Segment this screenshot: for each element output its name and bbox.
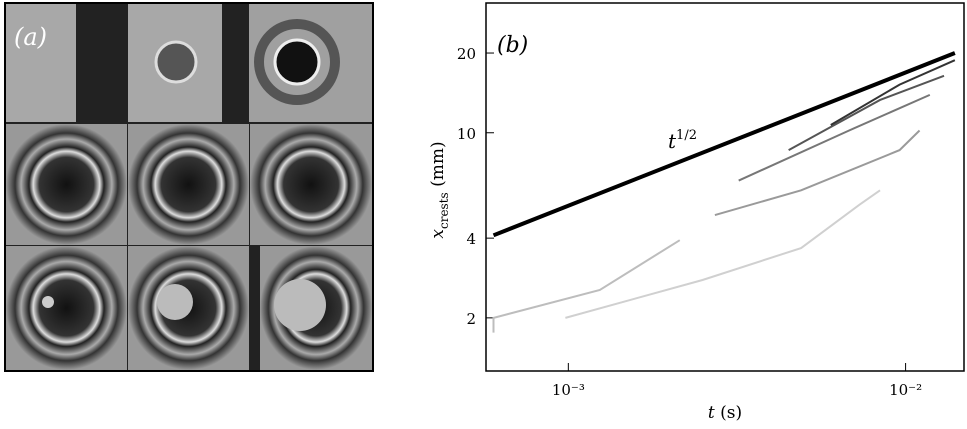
data-line (788, 74, 945, 151)
data-line (830, 59, 956, 126)
data-line (738, 93, 931, 182)
data-line (565, 189, 881, 319)
y-axis-label: xcrests (mm) (428, 141, 451, 238)
panel-label: (b) (497, 33, 528, 58)
x-label-var: t (708, 403, 715, 423)
x-tick-label: 10⁻³ (552, 381, 585, 399)
x-tick-label: 10⁻² (889, 381, 922, 399)
data-line (492, 51, 956, 238)
annotation-base: t (668, 129, 677, 153)
x-label-unit: (s) (715, 403, 742, 423)
y-label-sub: crests (437, 192, 451, 229)
plot-frame (485, 2, 965, 372)
y-label-unit: (mm) (428, 141, 448, 192)
annotation-sup: 1/2 (676, 128, 697, 143)
data-line (492, 239, 681, 333)
y-tick-label: 4 (466, 230, 476, 248)
photo-grid: (a) (4, 2, 374, 372)
annotation: t1/2 (668, 128, 697, 153)
data-line (714, 129, 921, 216)
y-tick-label: 10 (457, 125, 476, 143)
y-label-var: x (428, 229, 448, 239)
y-tick-label: 20 (457, 45, 476, 63)
panel-label: (a) (14, 23, 47, 51)
x-axis-label: t (s) (708, 403, 742, 423)
y-tick-label: 2 (466, 310, 476, 328)
